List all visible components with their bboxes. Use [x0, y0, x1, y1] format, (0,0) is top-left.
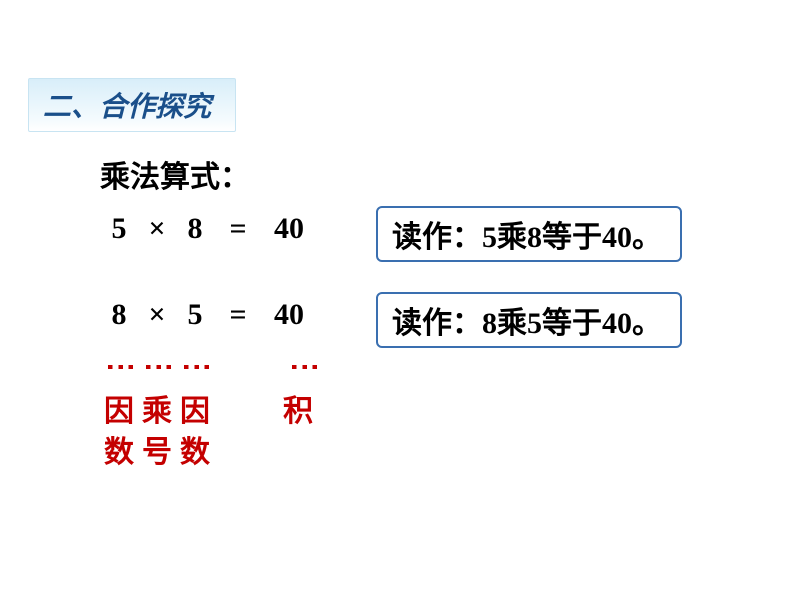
labels-row: 因 数 乘 号 因 数 积	[100, 392, 322, 473]
reading-box-2: 读作：8乘5等于40。	[376, 292, 682, 348]
label-factor1-char1: 因	[104, 395, 134, 428]
eq2-equals: =	[214, 298, 262, 332]
eq1-equals: =	[214, 212, 262, 246]
dots-factor1: ⋮	[100, 352, 138, 380]
section-header: 二、合作探究	[28, 78, 236, 132]
label-equals-spacer	[214, 392, 262, 473]
reading-box-1: 读作：5乘8等于40。	[376, 206, 682, 262]
dots-operator: ⋮	[138, 352, 176, 380]
label-factor2-char1: 因	[180, 395, 210, 428]
label-factor1: 因 数	[100, 392, 138, 473]
eq2-factor1: 8	[100, 298, 138, 332]
dots-product: ⋮	[262, 352, 322, 380]
subtitle-text: 乘法算式：	[100, 161, 250, 194]
eq1-operator: ×	[138, 212, 176, 246]
label-factor2-char2: 数	[180, 436, 210, 469]
equation-row-2: 8 × 5 = 40	[100, 298, 322, 332]
equation-row-1: 5 × 8 = 40	[100, 212, 322, 246]
label-operator-char1: 乘	[142, 395, 172, 428]
eq2-product: 40	[262, 298, 322, 332]
reading-text-2: 读作：8乘5等于40。	[392, 307, 662, 340]
eq1-factor1: 5	[100, 212, 138, 246]
label-operator: 乘 号	[138, 392, 176, 473]
section-header-text: 二、合作探究	[43, 92, 211, 123]
subtitle: 乘法算式：	[100, 152, 250, 196]
label-product: 积	[262, 392, 322, 473]
label-factor1-char2: 数	[104, 436, 134, 469]
dots-factor2: ⋮	[176, 352, 214, 380]
eq2-operator: ×	[138, 298, 176, 332]
eq1-product: 40	[262, 212, 322, 246]
eq2-factor2: 5	[176, 298, 214, 332]
dots-row: ⋮ ⋮ ⋮ ⋮ ⋮	[100, 352, 322, 380]
eq1-factor2: 8	[176, 212, 214, 246]
label-factor2: 因 数	[176, 392, 214, 473]
label-operator-char2: 号	[142, 436, 172, 469]
reading-text-1: 读作：5乘8等于40。	[392, 221, 662, 254]
label-product-text: 积	[283, 392, 313, 433]
